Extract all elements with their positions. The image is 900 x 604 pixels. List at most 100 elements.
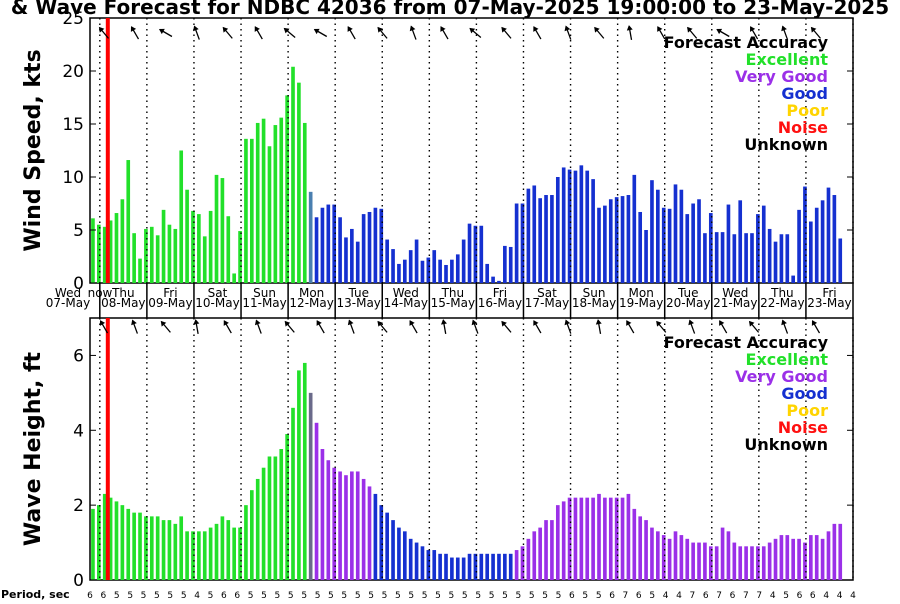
bar — [485, 553, 490, 580]
direction-arrow — [657, 26, 666, 40]
bar — [173, 228, 178, 283]
bar — [273, 456, 278, 580]
date-label: 16-May — [478, 296, 522, 310]
period-value: 5 — [422, 591, 428, 600]
day-label: Thu — [111, 286, 135, 300]
period-value: 5 — [516, 591, 522, 600]
bar — [838, 238, 843, 283]
y-tick-label: 15 — [62, 115, 84, 135]
bar — [826, 531, 831, 580]
bar — [479, 225, 484, 283]
bar — [138, 512, 142, 580]
bar — [191, 210, 195, 283]
direction-arrow — [409, 320, 418, 334]
bar — [550, 520, 554, 580]
bar — [756, 214, 760, 283]
direction-arrow — [160, 320, 171, 333]
legend-entry: Unknown — [744, 435, 828, 454]
bar — [355, 471, 360, 580]
bar — [267, 456, 272, 580]
bar — [820, 538, 825, 580]
bar — [138, 258, 142, 283]
bar — [650, 527, 654, 580]
period-value: 5 — [261, 591, 267, 600]
bar — [97, 224, 101, 283]
bar — [373, 207, 378, 283]
bar — [603, 497, 607, 580]
period-value: 5 — [596, 591, 602, 600]
bar — [750, 233, 754, 283]
direction-arrow — [193, 25, 200, 40]
legend-entry: Very Good — [735, 67, 828, 86]
period-value: 5 — [315, 591, 321, 600]
period-value: 5 — [328, 591, 334, 600]
y-axis-title: Wave Height, ft — [21, 351, 46, 546]
bar — [720, 232, 725, 283]
bar — [114, 213, 119, 283]
bar — [132, 233, 136, 283]
bar — [202, 236, 207, 283]
direction-arrow — [254, 26, 263, 40]
y-tick-label: 0 — [73, 274, 84, 294]
wind-panel: 0 5 10 15 20 25 Wind Speed, kts Forecast Accura… — [21, 9, 854, 294]
date-label: 22-May — [760, 296, 804, 310]
legend-title: Forecast Accuracy — [664, 333, 829, 352]
period-value: 5 — [449, 591, 455, 600]
direction-arrow — [564, 25, 572, 40]
date-label: 19-May — [619, 296, 663, 310]
bar — [214, 174, 219, 283]
bar — [102, 226, 107, 283]
bar — [179, 516, 184, 580]
bar — [720, 527, 725, 580]
bar — [485, 263, 490, 283]
period-value: 5 — [288, 591, 294, 600]
bar — [608, 497, 613, 580]
bar — [679, 535, 684, 580]
bar — [520, 546, 525, 580]
period-value: 6 — [101, 591, 107, 600]
bar — [232, 527, 236, 580]
date-label: 14-May — [384, 296, 428, 310]
bar — [567, 169, 572, 283]
bar — [479, 553, 484, 580]
bar — [585, 170, 590, 283]
date-label: 18-May — [572, 296, 616, 310]
bar — [291, 66, 295, 283]
bar — [91, 218, 95, 283]
direction-arrow — [193, 319, 200, 335]
direction-arrow — [316, 320, 325, 334]
direction-arrow — [471, 319, 479, 334]
bar — [708, 213, 713, 283]
bar — [302, 362, 307, 580]
direction-arrow — [656, 320, 667, 333]
direction-arrow — [98, 26, 109, 39]
bar — [132, 512, 136, 580]
bar — [673, 184, 678, 283]
bar — [238, 231, 242, 283]
direction-arrow — [781, 25, 789, 40]
bar — [591, 497, 595, 580]
period-value: 5 — [783, 591, 789, 600]
bar — [703, 233, 707, 283]
plot-frame — [89, 317, 854, 581]
day-label: Wed — [55, 286, 81, 300]
bar — [497, 553, 501, 580]
bar — [838, 523, 843, 580]
bar — [161, 520, 166, 580]
period-value: 6 — [234, 591, 240, 600]
day-label: Wed — [393, 286, 419, 300]
bar — [238, 527, 242, 580]
period-value: 4 — [850, 591, 856, 600]
direction-arrow — [501, 320, 512, 333]
bar — [473, 225, 478, 283]
bar — [402, 259, 407, 283]
y-tick-label: 20 — [62, 62, 84, 82]
bar — [385, 512, 389, 580]
bar — [414, 542, 419, 580]
bar — [738, 546, 743, 580]
bar — [626, 195, 631, 283]
period-value: 5 — [127, 591, 133, 600]
bar — [773, 241, 778, 283]
direction-arrow — [533, 26, 542, 40]
